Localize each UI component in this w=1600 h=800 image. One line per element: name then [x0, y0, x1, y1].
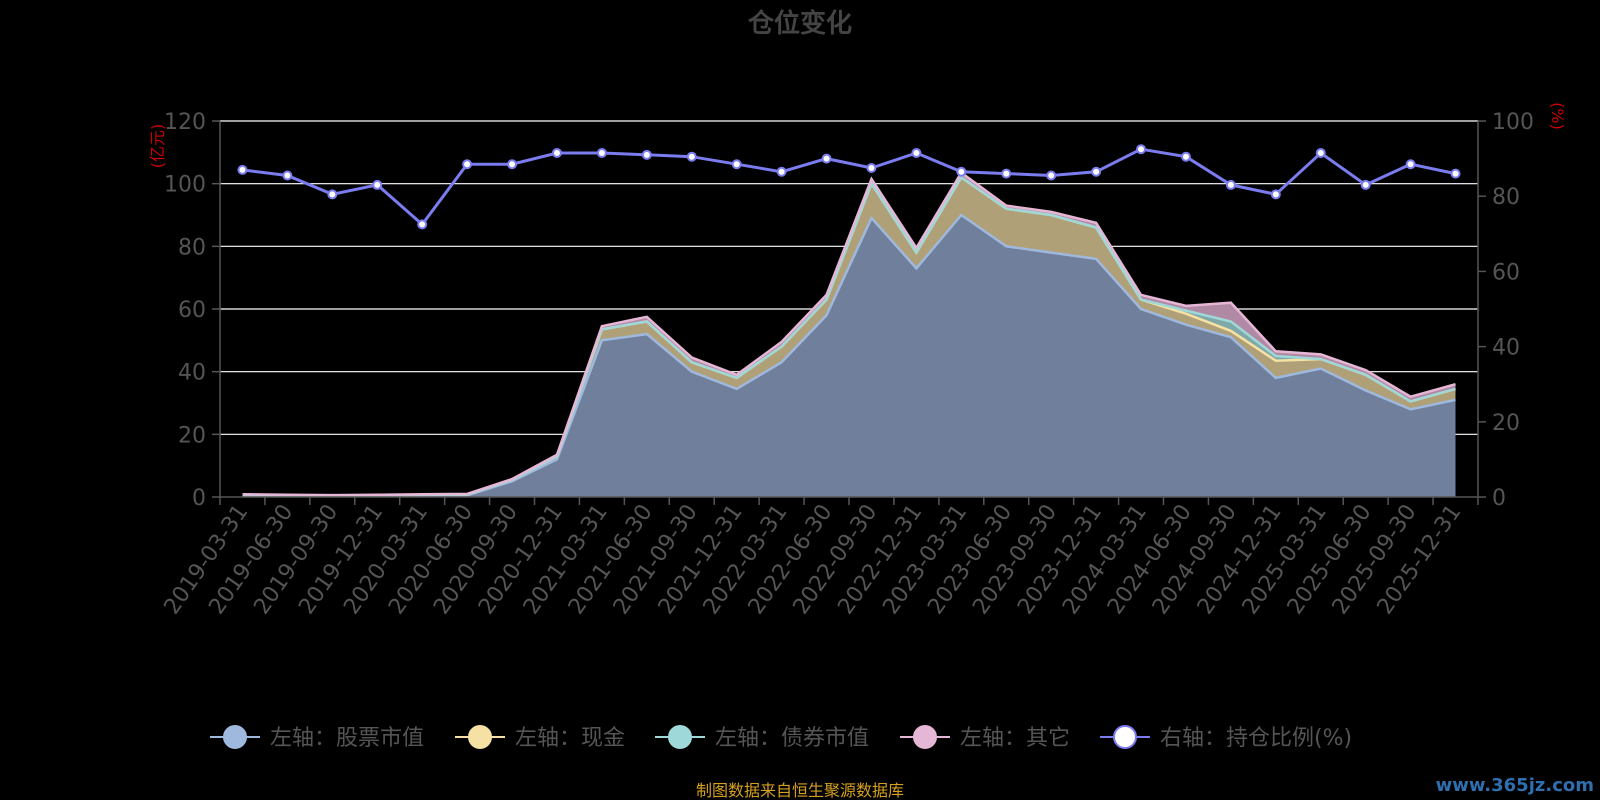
legend-item: 左轴：股票市值 — [210, 725, 424, 751]
area-0 — [242, 215, 1456, 497]
legend: 左轴：股票市值 左轴：现金 左轴：债券市值 左轴：其它 右轴：持仓比例(%) — [210, 725, 1352, 751]
holding-ratio-point — [372, 179, 383, 190]
left-axis-tick-label: 80 — [178, 235, 206, 260]
holding-ratio-point — [596, 147, 607, 158]
right-axis-tick-label: 40 — [1492, 336, 1520, 361]
right-axis-unit: (%) — [1548, 102, 1567, 130]
holding-ratio-point — [1001, 168, 1012, 179]
legend-label: 左轴：现金 — [515, 726, 625, 751]
right-axis-tick-label: 0 — [1492, 486, 1506, 511]
left-axis-tick-label: 40 — [178, 361, 206, 386]
right-axis-tick-label: 20 — [1492, 411, 1520, 436]
legend-item: 左轴：债券市值 — [655, 725, 869, 751]
holding-ratio-point — [1450, 168, 1461, 179]
legend-swatch-marker — [1113, 725, 1137, 749]
legend-item: 左轴：现金 — [455, 725, 625, 751]
left-axis-unit: (亿元) — [148, 124, 167, 169]
left-axis-tick-label: 100 — [164, 173, 206, 198]
legend-item: 右轴：持仓比例(%) — [1100, 725, 1352, 751]
right-axis-tick-label: 100 — [1492, 110, 1534, 135]
holding-ratio-point — [282, 170, 293, 181]
legend-label: 左轴：债券市值 — [715, 726, 869, 751]
left-axis-tick-label: 60 — [178, 298, 206, 323]
right-axis-tick-label: 80 — [1492, 185, 1520, 210]
holding-ratio-point — [911, 147, 922, 158]
holding-ratio-point — [1360, 179, 1371, 190]
legend-swatch-marker — [223, 725, 247, 749]
holding-ratio-point — [1315, 147, 1326, 158]
holding-ratio-point — [866, 163, 877, 173]
legend-swatch-marker — [668, 725, 692, 749]
holding-ratio-point — [1180, 151, 1191, 162]
legend-label: 左轴：其它 — [960, 726, 1070, 751]
holding-ratio-point — [462, 159, 473, 170]
legend-item: 左轴：其它 — [900, 725, 1070, 751]
holding-ratio-point — [686, 151, 697, 162]
area-layer — [242, 170, 1456, 498]
holding-ratio-point — [641, 149, 652, 160]
holding-ratio-point — [237, 164, 248, 175]
series-line-3 — [242, 170, 1456, 497]
holding-ratio-point — [731, 159, 742, 170]
legend-swatch-marker — [913, 725, 937, 749]
legend-swatch-marker — [468, 725, 492, 749]
holding-ratio-point — [1091, 166, 1102, 177]
holding-ratio-line — [242, 147, 1456, 227]
line-layer — [237, 144, 1461, 230]
holding-ratio-point — [776, 166, 787, 177]
data-source-note: 制图数据来自恒生聚源数据库 — [696, 781, 904, 800]
holding-ratio-point — [1225, 179, 1236, 190]
left-axis-tick-label: 120 — [164, 110, 206, 135]
holding-ratio-point — [507, 159, 518, 170]
holding-ratio-point — [551, 147, 562, 158]
chart-title: 仓位变化 — [747, 8, 852, 39]
holding-ratio-point — [327, 189, 338, 200]
holding-ratio-point — [1270, 189, 1281, 200]
right-axis-tick-label: 60 — [1492, 260, 1520, 285]
holding-ratio-point — [1405, 159, 1416, 170]
holding-ratio-point — [956, 166, 967, 177]
left-axis-tick-label: 0 — [192, 486, 206, 511]
legend-label: 右轴：持仓比例(%) — [1160, 726, 1352, 751]
watermark: www.365jz.com — [1435, 775, 1594, 796]
legend-label: 左轴：股票市值 — [270, 726, 424, 751]
left-axis-tick-label: 20 — [178, 423, 206, 448]
holding-ratio-point — [417, 219, 428, 230]
holding-ratio-point — [821, 153, 832, 164]
holding-ratio-point — [1046, 170, 1057, 181]
holding-ratio-point — [1136, 144, 1147, 155]
